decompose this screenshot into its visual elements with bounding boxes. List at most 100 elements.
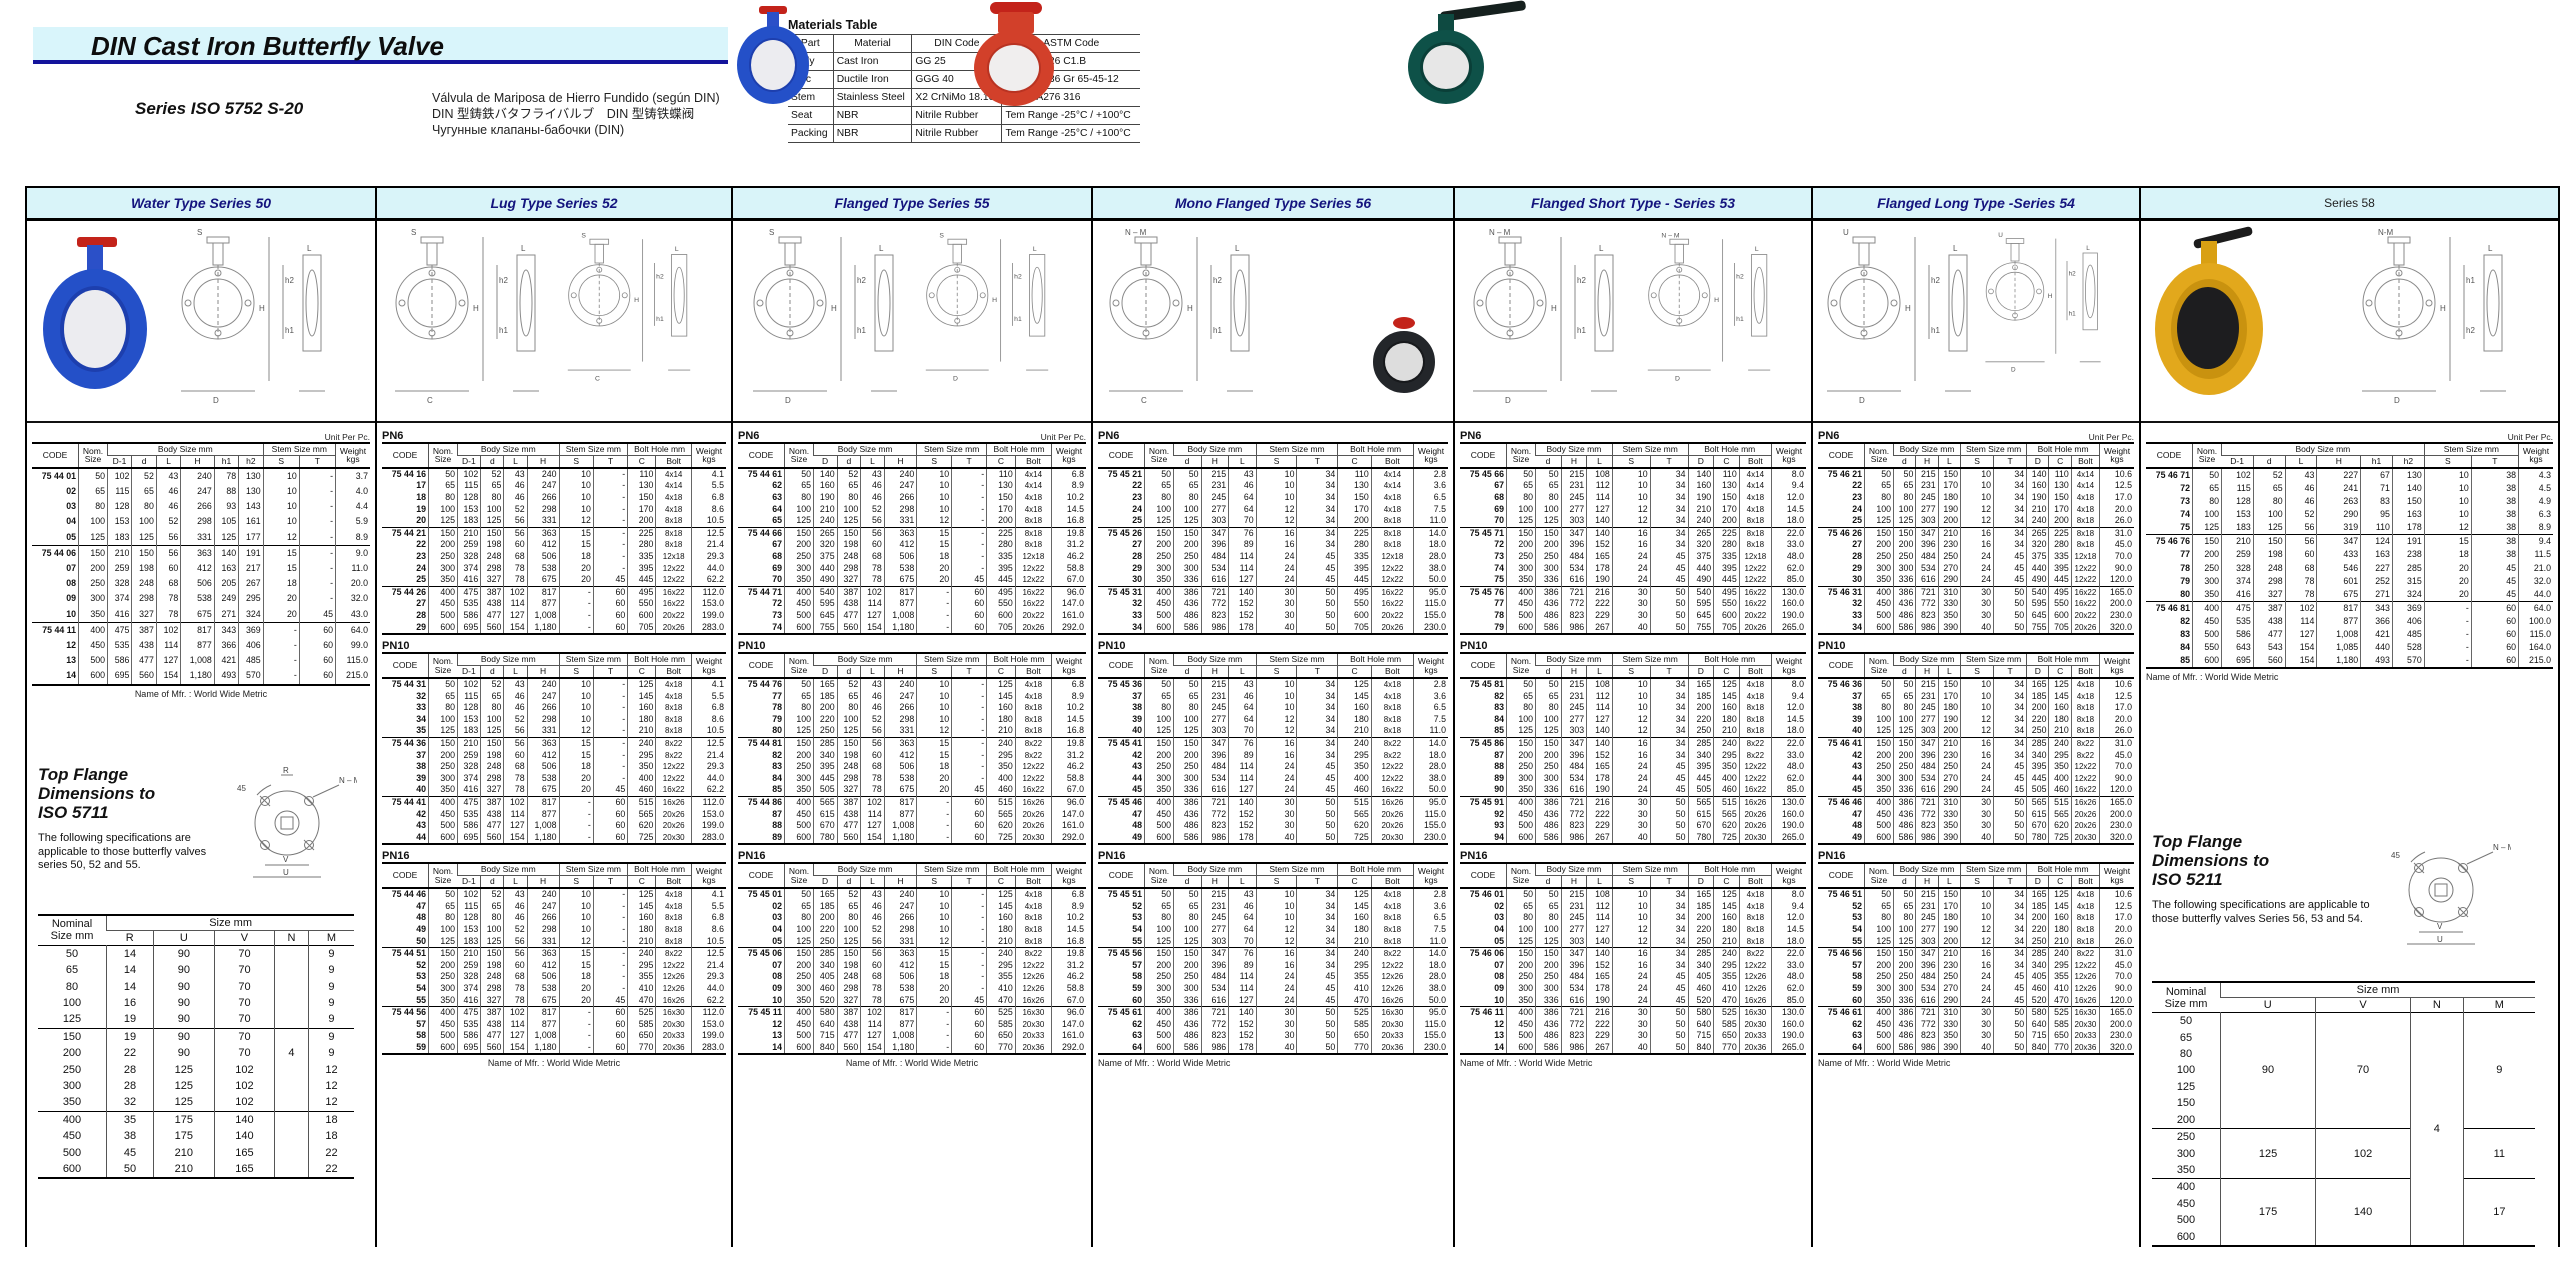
table-cell: 200 (428, 959, 458, 972)
table-cell: 90 (153, 1011, 215, 1029)
table-cell: 34 (1296, 749, 1338, 762)
table-cell: 34 (1649, 702, 1689, 714)
table-cell: 19 (105, 1027, 154, 1046)
table-cell: 250 (1937, 971, 1961, 983)
table-row: 05 125 250 125 56 331 12-210 8x18 16.8 (738, 935, 1086, 948)
table-cell: 46 (860, 480, 885, 493)
table-cell (274, 1027, 309, 1046)
column-group-header: Bolt Hole mm (1687, 863, 1772, 876)
table-cell: 165 (813, 888, 838, 901)
table-cell: 8x22 (2070, 749, 2100, 762)
table-cell: 100 (1892, 503, 1916, 516)
table-cell: 190 (1687, 492, 1714, 504)
table-cell: 231 (1560, 690, 1587, 703)
column-header: D (1687, 454, 1714, 468)
table-cell: 50 (78, 467, 108, 485)
table-cell: 102 (106, 467, 132, 485)
table-row: 27 450 535 438 114 877-60 550 16x22 153.0 (382, 598, 726, 610)
table-cell: 877 (2316, 614, 2361, 628)
table-cell: 56 (503, 526, 528, 540)
table-cell: 37 (1132, 690, 1142, 701)
table-row: 30 350 336 616 290 24 45 490 445 12x22 120.0 (1818, 574, 2134, 587)
table-cell: 450 (428, 1018, 458, 1031)
svg-text:S: S (581, 233, 586, 240)
table-cell: 120.0 (2099, 784, 2134, 797)
table-cell: 210 (1937, 526, 1961, 540)
table-cell: 50 (784, 678, 814, 691)
table-cell: 150 (784, 736, 814, 750)
table-cell: 125 (1506, 515, 1536, 528)
table-cell: 355 (1713, 971, 1740, 983)
table-cell: 350 (1144, 784, 1174, 797)
table-cell: 82 (2180, 615, 2190, 626)
table-cell: 110 (986, 467, 1016, 481)
svg-text:N-M: N-M (2378, 228, 2393, 237)
column-header: d (1173, 665, 1202, 678)
table-row: 75 46 26 150 150 347 210 16 34 265 225 8x18 31.0 (1818, 526, 2134, 540)
table-row: 02 65 65 231 112 10 34 185 145 4x18 9.4 (1460, 900, 1806, 913)
table-cell: 4 (2410, 1012, 2464, 1246)
table-cell: 225 (627, 526, 656, 540)
table-cell: 50 (1296, 1018, 1338, 1031)
table-cell: 266 (883, 702, 917, 714)
table-cell: 8x22 (1738, 947, 1772, 960)
table-row: 85 125 125 303 140 12 34 250 210 8x18 18.0 (1460, 725, 1806, 738)
table-cell: 20x26 (655, 621, 692, 635)
table-cell: 45 (1296, 784, 1338, 797)
column-header: Bolt (1014, 875, 1052, 889)
table-cell: 300 (1144, 562, 1174, 575)
table-cell: 63 (1132, 1030, 1142, 1041)
table-cell: 22 (307, 1144, 355, 1161)
table-cell: 191 (2391, 534, 2425, 549)
table-cell: 125 (1506, 725, 1536, 738)
table-cell: 65 (1535, 480, 1562, 493)
table-cell: 336 (1173, 994, 1202, 1007)
table-cell: 770 (627, 1041, 656, 1055)
table-cell: 34 (1649, 900, 1689, 913)
table-cell: 565 (2026, 795, 2049, 809)
table-cell: 75 44 71 (738, 585, 785, 599)
table-cell: 65 (1144, 480, 1174, 493)
table-cell: 295 (238, 591, 264, 607)
multilingual-descriptions: Válvula de Mariposa de Hierro Fundido (s… (432, 90, 720, 138)
table-cell: 16x22 (1014, 585, 1052, 599)
table-row: 75 44 11 400 475 387 102 817 343 369-60 64.0 (32, 621, 370, 639)
column-header: T (951, 454, 987, 468)
table-cell: 18 (916, 551, 952, 563)
table-cell: 84 (2180, 642, 2190, 653)
table-cell: 75 44 81 (738, 736, 785, 750)
table-cell: 75 46 31 (1818, 585, 1865, 599)
column-group-header: Body Size mm (1173, 653, 1257, 666)
table-cell: 290 (1937, 994, 1961, 1007)
red-handwheel (77, 237, 117, 247)
table-row: 07 200 200 396 152 16 34 340 295 12x22 33.0 (1460, 959, 1806, 972)
table-cell: 34 (1993, 959, 2027, 972)
table-cell: 80 (480, 702, 504, 714)
table-cell: 12x26 (1014, 982, 1052, 995)
iso5711-table-holder: Nominal Size mm Size mm R U V N M 50 14 90 70 9 65 14… (38, 913, 364, 1180)
table-cell: 52 (860, 713, 885, 726)
table-cell: 34 (1993, 935, 2027, 948)
table-row: 77 65 185 65 46 247 10-145 4x18 8.9 (738, 690, 1086, 703)
table-cell: 125 (131, 529, 157, 546)
table-cell: 823 (1200, 820, 1229, 832)
spec-table: CODE Nom. Size Body Size mm Stem Size mm Bol… (1098, 862, 1448, 1056)
table-cell: 34 (1649, 725, 1689, 738)
table-cell: 58.8 (1051, 562, 1086, 575)
table-row: 150 (2152, 1095, 2535, 1111)
table-cell: 75 44 61 (747, 468, 782, 479)
table-row: 62 65 160 65 46 247 10-130 4x14 8.9 (738, 480, 1086, 493)
table-cell: 16 (1960, 539, 1994, 551)
table-cell: 52 (480, 678, 504, 691)
table-row: 53 80 80 245 180 10 34 200 160 8x18 17.0 (1818, 912, 2134, 924)
table-cell: 50 (1993, 1041, 2027, 1055)
table-cell: 4x18 (1370, 900, 1414, 913)
table-cell: 102 (503, 585, 528, 599)
table-row: 50 125 183 125 56 331 12-210 8x18 10.5 (382, 935, 726, 948)
table-cell: 363 (180, 544, 215, 562)
table-cell: 78 (860, 982, 885, 995)
table-cell: 248 (131, 576, 157, 592)
table-cell: 108 (1586, 678, 1613, 691)
